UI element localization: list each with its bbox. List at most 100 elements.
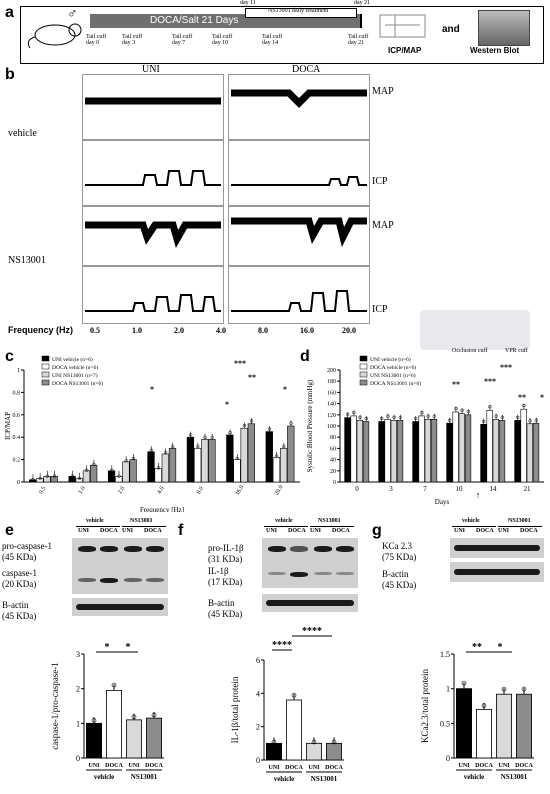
bar — [201, 439, 209, 483]
chart-g: 0 0.5 1 1.5 UNI DOCA UNI DOCA vehicle NS13001 KCa2… — [420, 642, 534, 781]
bar — [480, 424, 487, 483]
g-lane-1: DOCA — [476, 528, 494, 534]
y-tick-label: 0 — [333, 480, 336, 486]
x-tick-label: 21 — [524, 485, 532, 493]
f-label-actin: B-actin — [208, 598, 235, 608]
y-axis-label: Systolic Blood Pressure (mmHg) — [306, 379, 314, 472]
data-point — [311, 739, 317, 745]
data-point — [124, 459, 128, 463]
panel-g-letter: g — [372, 522, 382, 539]
data-point — [291, 692, 297, 698]
tail-cuff-10: Tail cuff day 10 — [212, 34, 233, 46]
legend-label: DOCA vehicle (n=6) — [370, 364, 416, 371]
x-tick-label: 14 — [490, 485, 498, 493]
data-point — [156, 466, 161, 470]
x-tick-label: 1.0 — [78, 486, 87, 495]
f-vehicle-header: vehicle — [275, 518, 293, 524]
bar — [279, 448, 288, 483]
e-label-procaspase: pro-caspase-1 — [2, 541, 52, 551]
data-point — [522, 403, 526, 408]
data-point — [461, 680, 467, 686]
e-vehicle-bracket — [76, 526, 120, 527]
e-label-actin: B-actin — [2, 600, 29, 610]
data-point — [85, 468, 89, 472]
group-label-vehicle: vehicle — [464, 773, 485, 781]
data-point — [346, 412, 350, 417]
data-point — [110, 468, 114, 472]
bar — [286, 699, 303, 761]
bar — [129, 459, 137, 483]
f-lane-1: DOCA — [288, 528, 306, 534]
y-tick-label: 200 — [327, 368, 336, 374]
x-tick-label: UNI — [498, 763, 510, 769]
f-blot-actin — [262, 594, 358, 612]
tail-cuff-21: Tail cuff day 21 — [348, 34, 369, 46]
x-axis-label: Days — [435, 498, 450, 506]
legend-swatch — [41, 371, 50, 378]
data-point — [454, 406, 458, 411]
e-ns-bracket — [122, 526, 166, 527]
bar — [145, 717, 162, 759]
bar — [75, 478, 83, 483]
bar — [515, 693, 532, 759]
data-point — [163, 450, 168, 455]
group-label-vehicle: vehicle — [274, 775, 295, 783]
y-axis-label: KCa2.3/total protein — [420, 669, 430, 743]
data-point — [131, 456, 135, 461]
x-tick-label: DOCA — [325, 765, 343, 771]
data-point — [267, 427, 272, 431]
y-tick-label: 0.2 — [13, 458, 21, 464]
data-point — [91, 718, 97, 723]
data-point — [494, 414, 498, 418]
significance-mark: * — [540, 393, 544, 402]
y-tick-label: 140 — [327, 402, 336, 408]
e-label-actin-kda: (45 KDa) — [2, 611, 37, 621]
y-tick-label: 1.5 — [440, 650, 450, 659]
bar — [514, 420, 521, 483]
significance-mark: ** — [452, 380, 460, 389]
bar — [498, 420, 506, 483]
data-point — [271, 739, 277, 745]
data-point — [282, 445, 286, 449]
data-point — [117, 474, 121, 478]
vpr-cuff-label: VPR cuff — [505, 348, 528, 354]
x-tick-label: 10 — [456, 485, 464, 493]
panel-c-letter: c — [5, 348, 14, 365]
bar — [496, 693, 513, 759]
bar — [287, 425, 295, 483]
x-tick-label: DOCA — [145, 763, 163, 769]
y-tick-label: 1 — [76, 719, 80, 728]
g-label-kca23-kda: (75 KDa) — [382, 552, 417, 562]
e-lane-3: DOCA — [144, 528, 162, 534]
y-tick-label: 0 — [256, 756, 260, 765]
significance-mark: ** — [472, 642, 482, 653]
data-point — [392, 415, 396, 419]
day11-label: day 11 — [240, 0, 256, 6]
group-label-ns13001: NS13001 — [311, 775, 338, 783]
data-point — [45, 474, 49, 478]
y-tick-label: 180 — [327, 379, 336, 385]
trace-doca-ns-icp — [228, 266, 370, 324]
y-tick-label: 120 — [327, 413, 336, 419]
bar — [266, 742, 283, 761]
panel-f-letter: f — [178, 522, 184, 539]
data-point — [203, 435, 207, 439]
data-point — [210, 435, 214, 439]
g-ns-bracket — [498, 526, 542, 527]
data-point — [111, 682, 117, 688]
significance-mark: * — [225, 400, 229, 409]
f-ns-bracket — [310, 526, 354, 527]
x-tick-label: 0.5 — [38, 486, 47, 495]
bar — [43, 476, 51, 483]
data-point — [228, 430, 232, 435]
map-label-bottom: MAP — [372, 220, 394, 231]
f-lane-0: UNI — [266, 528, 278, 534]
bar — [418, 415, 425, 483]
legend-label: DOCA NS13001 (n=6) — [370, 380, 421, 387]
y-tick-label: 100 — [327, 424, 336, 430]
y-tick-label: 0 — [17, 480, 20, 486]
bar — [486, 410, 493, 483]
f-vehicle-bracket — [264, 526, 308, 527]
data-point — [420, 410, 424, 415]
f-label-proil1b-kda: (31 KDa) — [208, 554, 243, 564]
